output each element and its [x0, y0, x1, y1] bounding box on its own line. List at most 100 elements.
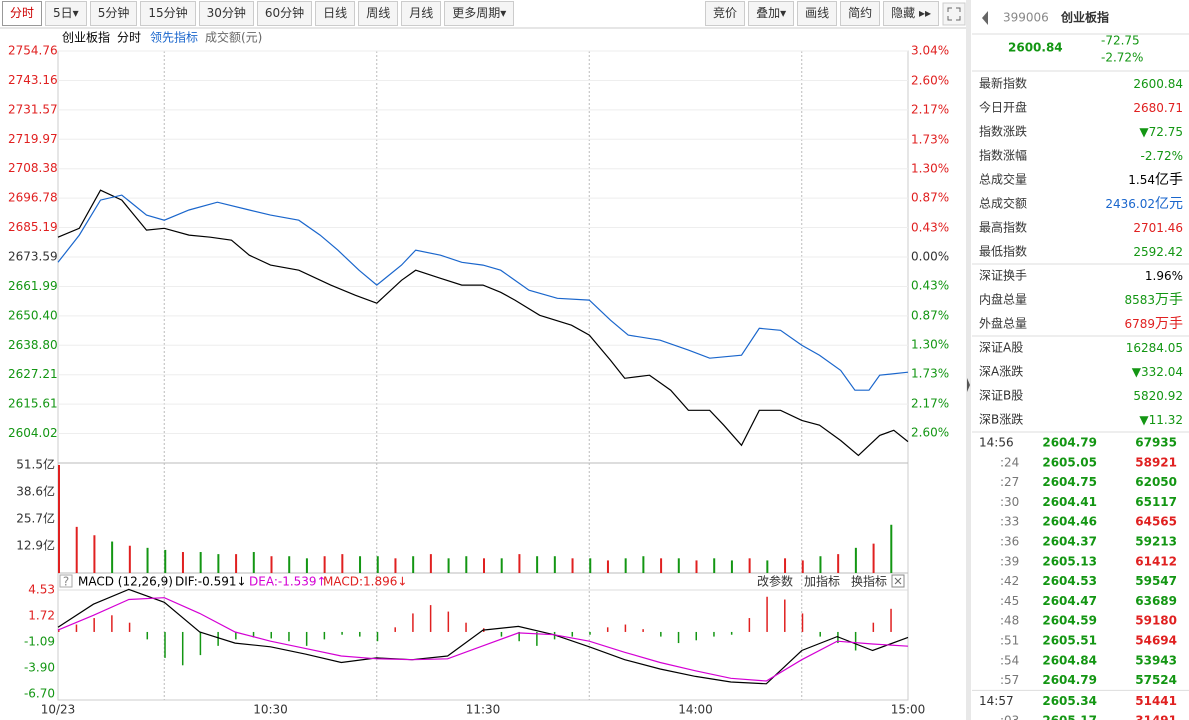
macd-bar	[801, 613, 804, 632]
toolbar-button[interactable]: 5日▾	[45, 1, 87, 26]
tick-time: :33	[1000, 515, 1019, 529]
volume-bar	[111, 541, 114, 573]
y2-tick-label: 2.17%	[911, 397, 949, 411]
tick-volume: 67935	[1135, 436, 1177, 450]
volume-bar	[695, 560, 698, 573]
back-arrow[interactable]	[982, 11, 988, 25]
quote-label: 外盘总量	[979, 316, 1027, 331]
y2-tick-label: 0.87%	[911, 191, 949, 205]
tick-time: :45	[1000, 594, 1019, 608]
legend-item: 分时	[117, 31, 141, 45]
toolbar-button[interactable]: 60分钟	[256, 1, 313, 26]
toolbar-button[interactable]: 日线	[315, 1, 356, 26]
macd-bar	[111, 615, 113, 632]
toolbar-button[interactable]: 简约	[840, 1, 881, 26]
toolbar-button[interactable]: 画线	[797, 1, 838, 26]
volume-bar	[837, 554, 840, 573]
x-tick-label: 14:00	[678, 703, 713, 717]
tick-time: :54	[1000, 653, 1019, 667]
quote-label: 今日开盘	[979, 100, 1027, 115]
toolbar-button[interactable]: 周线	[358, 1, 399, 26]
macd-button[interactable]: 换指标	[851, 574, 887, 589]
macd-bar	[606, 627, 609, 632]
x-tick-label: 10:30	[253, 703, 288, 717]
tick-price: 2604.41	[1042, 495, 1097, 509]
macd-bar	[323, 631, 326, 640]
quote-value: 2600.84	[1133, 77, 1183, 91]
volume-bar	[784, 558, 787, 573]
y2-tick-label: 2.60%	[911, 73, 949, 87]
tick-time: :36	[1000, 535, 1019, 549]
quote-label: 内盘总量	[979, 292, 1027, 307]
y-tick-label: 2638.80	[8, 338, 58, 352]
macd-bar	[305, 631, 308, 646]
macd-bar	[447, 611, 450, 632]
quote-label: 总成交量	[979, 172, 1027, 187]
toolbar-button[interactable]: 30分钟	[198, 1, 254, 26]
quote-value: 5820.92	[1133, 389, 1183, 403]
series-line	[57, 588, 909, 685]
toolbar-button[interactable]: 15分钟	[140, 1, 196, 26]
volume-bar	[801, 560, 804, 573]
y2-tick-label: 3.04%	[911, 44, 949, 58]
volume-bar	[447, 558, 450, 573]
legend-item: 领先指标	[150, 30, 198, 45]
quote-value: 2592.42	[1133, 245, 1183, 259]
volume-bar	[536, 556, 539, 573]
toolbar-button[interactable]: 竞价	[705, 1, 746, 26]
volume-bar	[217, 554, 220, 573]
quote-value: 16284.05	[1126, 341, 1183, 355]
series-line	[57, 194, 909, 391]
quote-label: 指数涨幅	[979, 148, 1027, 163]
quote-value: 6789万手	[1124, 316, 1183, 332]
tick-volume: 58921	[1135, 455, 1177, 469]
toolbar-button[interactable]: 分时	[2, 1, 43, 26]
toolbar-left: 分时 5日▾ 5分钟 15分钟 30分钟 60分钟 日线 周线 月线 更多周期▾	[2, 0, 515, 27]
macd-button[interactable]: 加指标	[804, 574, 840, 589]
quote-number: 2592.42	[1133, 245, 1183, 259]
toolbar-button[interactable]: 5分钟	[89, 1, 138, 26]
toolbar-button[interactable]: 叠加▾	[748, 1, 795, 26]
toolbar-right: 竞价 叠加▾ 画线 简约 隐藏 ▸▸	[705, 0, 939, 27]
tick-time: :30	[1000, 495, 1019, 509]
volume-bar	[730, 560, 733, 573]
help-glyph: ?	[63, 575, 69, 589]
y2-tick-label: 2.60%	[911, 426, 949, 440]
toolbar-button[interactable]: 隐藏 ▸▸	[883, 1, 939, 26]
quote-label: 深证A股	[979, 341, 1023, 355]
y-tick-label: 2754.76	[8, 44, 58, 58]
y-tick-label: 2731.57	[8, 102, 58, 116]
volume-bar	[376, 556, 379, 573]
quote-change-pct: -2.72%	[1101, 51, 1143, 65]
quote-number: 2680.71	[1133, 101, 1183, 115]
tick-price: 2604.46	[1042, 515, 1097, 529]
toolbar-button[interactable]: 更多周期▾	[444, 1, 515, 26]
macd-bar	[748, 618, 751, 632]
tick-price: 2605.51	[1042, 634, 1097, 648]
help-icon[interactable]	[59, 574, 73, 588]
macd-bar	[500, 631, 503, 637]
tick-price: 2604.75	[1042, 475, 1097, 489]
quote-number: -2.72%	[1141, 149, 1183, 163]
macd-bar	[624, 624, 627, 632]
quote-value: ▼72.75	[1139, 125, 1183, 139]
macd-button[interactable]: 改参数	[757, 574, 793, 589]
y-tick-label: 2743.16	[8, 73, 58, 87]
x-tick-label: 15:00	[891, 703, 926, 717]
fullscreen-icon[interactable]	[942, 2, 966, 26]
volume-bar	[766, 560, 769, 573]
quote-value: 2701.46	[1133, 221, 1183, 235]
quote-label: 总成交额	[979, 196, 1027, 211]
splitter[interactable]	[966, 0, 971, 720]
macd-bar	[359, 631, 361, 637]
volume-bar	[606, 560, 609, 573]
quote-number: ▼72.75	[1139, 125, 1183, 139]
macd-bar	[146, 631, 149, 640]
quote-label: 深A涨跌	[979, 364, 1023, 379]
tick-volume: 53943	[1135, 653, 1177, 667]
quote-number: 5820.92	[1133, 389, 1183, 403]
y2-tick-label: 0.43%	[911, 279, 949, 293]
toolbar-button[interactable]: 月线	[401, 1, 442, 26]
quote-value: 1.54亿手	[1128, 172, 1183, 188]
